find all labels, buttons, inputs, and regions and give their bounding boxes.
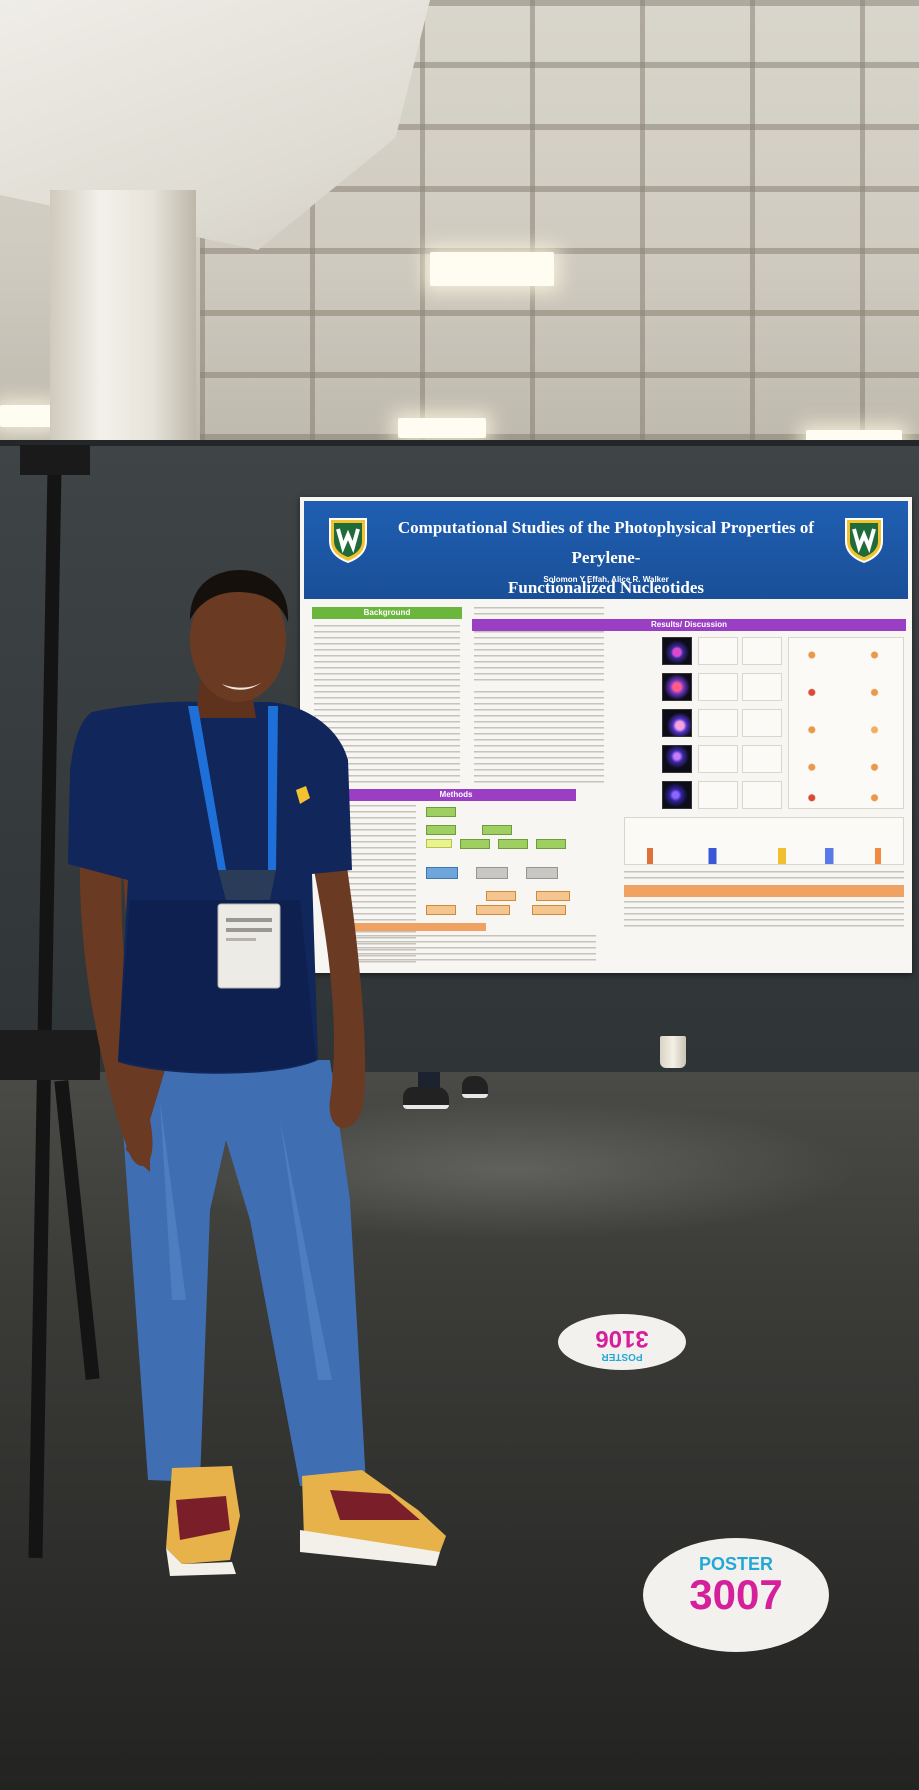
- plot-panel: [698, 781, 738, 809]
- flowchart-node: [426, 839, 452, 848]
- plot-panel: [742, 673, 782, 701]
- plot-panel: [742, 709, 782, 737]
- poster-title: Computational Studies of the Photophysic…: [397, 518, 815, 597]
- flowchart-node: [486, 891, 516, 901]
- floor-sticker-poster-number: POSTER 3007: [643, 1538, 829, 1652]
- plot-panel: [698, 637, 738, 665]
- poster-authors: Solomon Y Effah, Alice R. Walker: [543, 575, 669, 584]
- plot-panel: [742, 745, 782, 773]
- plot-panel: [742, 637, 782, 665]
- references-text: [336, 935, 596, 965]
- section-header-background: Background: [312, 607, 462, 619]
- spectrum-image: [662, 673, 692, 701]
- support-column: [50, 190, 196, 450]
- flowchart-node: [460, 839, 490, 849]
- flowchart-node: [526, 867, 558, 879]
- sticker-label: POSTER: [698, 1554, 773, 1574]
- plot-panel: [698, 745, 738, 773]
- flowchart-node: [426, 825, 456, 835]
- plot-panel: [698, 709, 738, 737]
- section-header-conclusions: [624, 885, 904, 897]
- university-shield-logo: [329, 518, 367, 563]
- intro-text: [474, 691, 604, 783]
- spectrum-image: [662, 709, 692, 737]
- flowchart-node: [426, 905, 456, 915]
- flowchart-node: [476, 905, 510, 915]
- background-person-shoe: [403, 1087, 449, 1109]
- flowchart-node: [498, 839, 528, 849]
- poster-header: Computational Studies of the Photophysic…: [304, 501, 908, 599]
- flowchart-node: [536, 891, 570, 901]
- flowchart-node: [476, 867, 508, 879]
- coffee-cup: [660, 1036, 686, 1068]
- flowchart-node: [536, 839, 566, 849]
- plot-panel: [742, 781, 782, 809]
- flowchart-node: [426, 807, 456, 817]
- section-header-methods: Methods: [336, 789, 576, 801]
- section-header-results: Results/ Discussion: [472, 619, 906, 631]
- section-header-references: [336, 923, 486, 931]
- floor-sticker-poster-number: POSTER 3106: [558, 1314, 686, 1370]
- sticker-number: 3106: [595, 1325, 649, 1352]
- spectrum-image: [662, 781, 692, 809]
- flowchart-node: [482, 825, 512, 835]
- molecule-structures: [788, 637, 904, 809]
- plot-panel: [698, 673, 738, 701]
- ceiling-light: [430, 252, 554, 286]
- sticker-number: 3007: [689, 1571, 783, 1618]
- background-person-shoe: [462, 1076, 488, 1098]
- easel-leg: [20, 445, 90, 475]
- university-shield-logo: [845, 518, 883, 563]
- results-caption: [624, 871, 904, 881]
- conclusions-text: [624, 901, 904, 929]
- spectrum-image: [662, 637, 692, 665]
- ceiling-light: [398, 418, 486, 438]
- spectrum-image: [662, 745, 692, 773]
- spectra-plot: [624, 817, 904, 865]
- flowchart-node: [532, 905, 566, 915]
- easel-leg: [0, 1030, 100, 1080]
- ceiling-light: [0, 405, 54, 427]
- flowchart-node: [426, 867, 458, 879]
